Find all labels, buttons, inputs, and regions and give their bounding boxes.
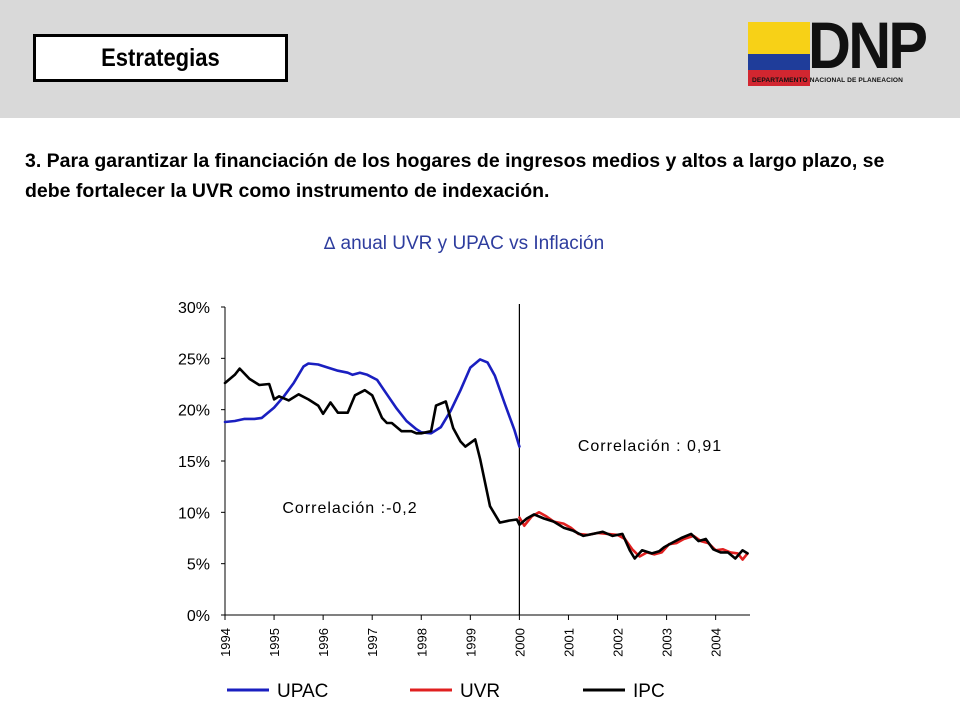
- chart-title: ∆ anual UVR y UPAC vs Inflación: [0, 233, 928, 255]
- y-tick-label: 15%: [178, 454, 210, 471]
- series-line-uvr: [518, 510, 749, 561]
- chart-title-text: anual UVR y UPAC vs Inflación: [340, 233, 605, 254]
- x-tick-label: 2004: [709, 628, 724, 657]
- x-tick-label: 2001: [561, 628, 576, 657]
- legend-label-ipc: IPC: [633, 681, 665, 702]
- legend-label-uvr: UVR: [460, 681, 500, 702]
- dnp-logo: DNP DEPARTAMENTO NACIONAL DE PLANEACION: [748, 8, 940, 94]
- y-tick-label: 0%: [187, 608, 210, 625]
- x-tick-label: 1998: [414, 628, 429, 657]
- annotation-correlation-right: Correlación : 0,91: [578, 438, 722, 455]
- x-tick-label: 2003: [660, 628, 675, 657]
- series-line-upac: [223, 358, 521, 448]
- x-tick-label: 2002: [611, 628, 626, 657]
- logo-wordmark: DNP: [808, 8, 928, 82]
- x-tick-label: 1994: [218, 628, 233, 657]
- body-paragraph: 3. Para garantizar la financiación de lo…: [25, 150, 885, 202]
- y-tick-label: 30%: [178, 300, 210, 317]
- legend-label-upac: UPAC: [277, 681, 328, 702]
- x-tick-label: 1995: [267, 628, 282, 657]
- section-title-box: Estrategias: [33, 34, 288, 82]
- y-tick-label: 20%: [178, 403, 210, 420]
- y-tick-label: 25%: [178, 351, 210, 368]
- x-tick-label: 1997: [365, 628, 380, 657]
- y-tick-label: 10%: [178, 505, 210, 522]
- x-tick-label: 1996: [316, 628, 331, 657]
- section-title: Estrategias: [101, 43, 220, 72]
- colombia-flag-icon: [748, 22, 810, 86]
- series-line-ipc: [223, 367, 749, 560]
- logo-subtitle: DEPARTAMENTO NACIONAL DE PLANEACION: [752, 77, 904, 84]
- delta-symbol: ∆: [323, 234, 336, 254]
- y-tick-label: 5%: [187, 557, 210, 574]
- annotation-correlation-left: Correlación :-0,2: [282, 500, 417, 517]
- x-tick-label: 2000: [512, 628, 527, 657]
- x-tick-label: 1999: [463, 628, 478, 657]
